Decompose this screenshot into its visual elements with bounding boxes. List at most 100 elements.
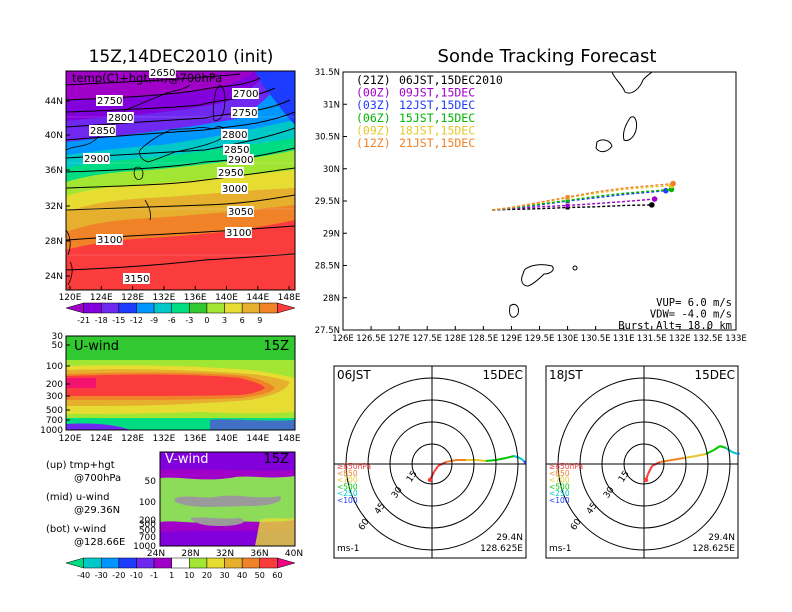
hodograph-level-label: <500 [549, 482, 570, 491]
colorbar-label: -1 [150, 571, 158, 580]
hodograph-date: 15DEC [695, 368, 735, 382]
hodograph-time: 18JST [549, 368, 583, 382]
legend-prefix: (09Z) [356, 123, 391, 137]
lon-tick-label: 131.5E [637, 334, 667, 344]
contour-label-bg [149, 67, 176, 78]
lon-tick-label: 132E [152, 434, 175, 444]
legend-entry: 06JST,15DEC2010 [399, 73, 503, 87]
colorbar-label: 3 [222, 316, 227, 325]
pressure-tick-label: 30 [52, 332, 64, 342]
lat-tick-label: 32N [45, 202, 63, 212]
lon-tick-label: 148E [278, 293, 301, 303]
lon-tick-label: 133E [725, 334, 747, 344]
colorbar-label: -18 [95, 316, 108, 325]
pressure-tick-label: 200 [46, 380, 63, 390]
track-marker [565, 195, 570, 200]
contour-label-bg [89, 125, 116, 136]
panel-note-line2: @128.66E [74, 537, 125, 548]
hodograph-trace [445, 459, 457, 463]
contour-label: 2950 [218, 168, 243, 179]
hodograph-level-label: <850 [549, 469, 570, 478]
contour-label-bg [227, 206, 254, 217]
pressure-tick-label: 1000 [40, 426, 63, 436]
colorbar-label: 50 [255, 571, 265, 580]
sonde-param: Burst Alt= 18.0 km [618, 320, 732, 332]
colorbar-cell [241, 557, 261, 569]
panel-note-line2: @29.36N [74, 505, 120, 516]
lon-tick-label: 136E [184, 434, 207, 444]
contour-label-bg [232, 88, 259, 99]
colorbar-label: 9 [257, 316, 262, 325]
hodograph-unit: ms-1 [337, 544, 359, 554]
panel-note-line2: @700hPa [74, 473, 121, 484]
track-endpoint [648, 202, 655, 208]
colorbar-cell [206, 302, 225, 314]
colorbar-cell [171, 302, 190, 314]
hodograph-trace [475, 459, 487, 462]
colorbar-cell [153, 557, 172, 569]
hodograph-trace [485, 459, 497, 462]
lon-tick-label: 144E [246, 293, 269, 303]
pressure-tick-label: 700 [139, 533, 156, 543]
track-endpoint [670, 180, 676, 187]
lon-tick-label: 140E [215, 434, 238, 444]
colorbar-cell [136, 302, 155, 314]
lat-tick-label: 28.5N [315, 262, 340, 272]
colorbar-cell [224, 302, 243, 314]
panel-note-line1: (bot) v-wind [46, 524, 106, 535]
lon-tick-label: 140E [215, 293, 238, 303]
tracking-panel: 31.5N 31N 30.5N 30N 29.5N 29N 28.5N 28N 27.5N 12… [315, 68, 747, 344]
contour-label: 3100 [97, 235, 122, 246]
lon-tick-label: 128E [121, 293, 144, 303]
pressure-tick-label: 50 [52, 341, 64, 351]
hodograph-level-label: <500 [337, 482, 358, 491]
lon-tick-label: 148E [278, 434, 301, 444]
colorbar-label: -20 [112, 571, 125, 580]
legend-entry: 15JST,15DEC [399, 111, 475, 125]
lat-tick-label: 28N [181, 549, 199, 559]
colorbar-cell [189, 302, 208, 314]
hodograph-trace [433, 465, 439, 473]
contour-label-bg [221, 129, 248, 140]
track-endpoint [651, 196, 658, 202]
hodograph-trace [695, 453, 707, 457]
contour-label: 2750 [97, 96, 122, 107]
colorbar-label: -30 [95, 571, 108, 580]
pressure-tick-label: 700 [46, 416, 63, 426]
lat-tick-label: 36N [45, 166, 63, 176]
hodograph-lon: 128.625E [480, 544, 523, 554]
lon-tick-label: 126E [332, 334, 354, 344]
lon-tick-label: 120E [59, 293, 82, 303]
lon-tick-label: 129.5E [525, 334, 555, 344]
legend-prefix: (03Z) [356, 98, 391, 112]
hodograph-lon: 128.625E [692, 544, 735, 554]
colorbar-label: 1 [169, 571, 174, 580]
contour-label-bg [227, 154, 254, 165]
lat-tick-label: 30.5N [315, 133, 340, 143]
lon-tick-label: 128E [121, 434, 144, 444]
lat-tick-label: 40N [285, 549, 303, 559]
hodograph-trace [505, 455, 515, 459]
contour-label: 2650 [150, 68, 175, 79]
contour-label: 3000 [222, 184, 247, 195]
pressure-tick-label: 1000 [133, 542, 156, 552]
colorbar-label: 20 [202, 571, 212, 580]
contour-label: 2700 [233, 89, 258, 100]
lat-tick-label: 31N [323, 100, 340, 110]
v-wind-time: 15Z [264, 452, 290, 467]
lon-tick-label: 136E [184, 293, 207, 303]
colorbar-cell [83, 557, 102, 569]
lat-tick-label: 28N [45, 237, 63, 247]
hodograph-level-label: ≥850hPa [337, 462, 371, 471]
hodograph-trace [659, 459, 673, 463]
pressure-tick-label: 200 [139, 516, 156, 526]
contour-label: 3050 [228, 207, 253, 218]
lon-tick-label: 132E [669, 334, 691, 344]
u-wind-time: 15Z [264, 339, 290, 354]
hodograph-level-label: <850 [337, 469, 358, 478]
contour-label: 2900 [84, 154, 109, 165]
panel-note-line1: (mid) u-wind [46, 492, 109, 503]
legend-prefix: (12Z) [356, 136, 391, 150]
lon-tick-label: 126.5E [356, 334, 386, 344]
lat-tick-label: 24N [45, 272, 63, 282]
